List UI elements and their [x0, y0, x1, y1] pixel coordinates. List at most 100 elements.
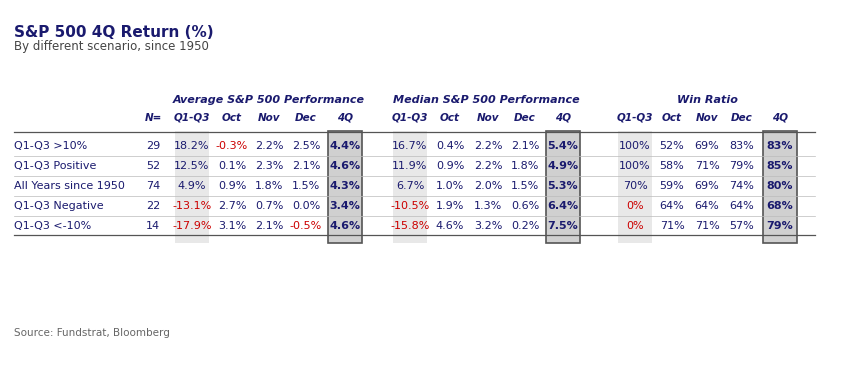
Text: Dec: Dec	[731, 113, 753, 123]
Text: 4Q: 4Q	[772, 113, 788, 123]
Text: 85%: 85%	[766, 161, 793, 171]
Bar	[393, 131, 427, 243]
Text: 1.8%: 1.8%	[511, 161, 539, 171]
Text: 57%: 57%	[730, 221, 754, 231]
Text: 79%: 79%	[766, 221, 793, 231]
Text: 18.2%: 18.2%	[174, 141, 210, 151]
Text: 2.1%: 2.1%	[255, 221, 284, 231]
Text: 2.2%: 2.2%	[473, 161, 502, 171]
Text: 100%: 100%	[619, 141, 651, 151]
Text: 58%: 58%	[660, 161, 684, 171]
Text: All Years since 1950: All Years since 1950	[14, 181, 125, 191]
Bar	[763, 131, 797, 243]
Text: 6.7%: 6.7%	[396, 181, 424, 191]
Text: 0.0%: 0.0%	[292, 201, 320, 211]
Text: S&P 500 4Q Return (%): S&P 500 4Q Return (%)	[14, 25, 213, 40]
Text: Win Ratio: Win Ratio	[677, 95, 738, 105]
Text: 100%: 100%	[619, 161, 651, 171]
Text: Q1-Q3: Q1-Q3	[392, 113, 428, 123]
Text: 69%: 69%	[694, 141, 720, 151]
Text: 1.9%: 1.9%	[436, 201, 464, 211]
Text: Median S&P 500 Performance: Median S&P 500 Performance	[394, 95, 580, 105]
Text: -17.9%: -17.9%	[173, 221, 212, 231]
Text: 74%: 74%	[729, 181, 754, 191]
Text: Q1-Q3: Q1-Q3	[173, 113, 211, 123]
Text: 4.6%: 4.6%	[329, 221, 361, 231]
Bar	[328, 131, 362, 243]
Text: 0%: 0%	[626, 221, 644, 231]
Text: 71%: 71%	[660, 221, 684, 231]
Text: 0.7%: 0.7%	[255, 201, 284, 211]
Text: 12.5%: 12.5%	[174, 161, 210, 171]
Text: 71%: 71%	[694, 161, 720, 171]
Text: Q1-Q3 >10%: Q1-Q3 >10%	[14, 141, 88, 151]
Text: 2.0%: 2.0%	[473, 181, 502, 191]
Text: 4Q: 4Q	[337, 113, 353, 123]
Text: 3.2%: 3.2%	[473, 221, 502, 231]
Text: 1.3%: 1.3%	[474, 201, 502, 211]
Text: 4.3%: 4.3%	[329, 181, 361, 191]
Text: 2.5%: 2.5%	[292, 141, 320, 151]
Text: 71%: 71%	[694, 221, 720, 231]
Text: 70%: 70%	[623, 181, 648, 191]
Text: N=: N=	[144, 113, 161, 123]
Text: 69%: 69%	[694, 181, 720, 191]
Bar	[618, 131, 652, 243]
Text: By different scenario, since 1950: By different scenario, since 1950	[14, 40, 209, 53]
Text: 7.5%: 7.5%	[548, 221, 578, 231]
Text: Nov: Nov	[695, 113, 718, 123]
Text: 0%: 0%	[626, 201, 644, 211]
Text: 4.6%: 4.6%	[436, 221, 464, 231]
Text: 68%: 68%	[766, 201, 793, 211]
Text: 79%: 79%	[729, 161, 754, 171]
Text: 64%: 64%	[660, 201, 684, 211]
Text: 2.1%: 2.1%	[292, 161, 320, 171]
Text: 52: 52	[146, 161, 160, 171]
Text: 0.6%: 0.6%	[511, 201, 539, 211]
Text: 80%: 80%	[766, 181, 793, 191]
Text: -15.8%: -15.8%	[390, 221, 430, 231]
Text: -0.3%: -0.3%	[216, 141, 248, 151]
Text: 14: 14	[146, 221, 160, 231]
Text: Oct: Oct	[440, 113, 460, 123]
Text: 0.1%: 0.1%	[218, 161, 246, 171]
Text: 83%: 83%	[730, 141, 754, 151]
Text: Oct: Oct	[662, 113, 682, 123]
Text: Nov: Nov	[257, 113, 280, 123]
Text: 2.2%: 2.2%	[473, 141, 502, 151]
Text: 74: 74	[146, 181, 160, 191]
Text: 0.9%: 0.9%	[218, 181, 246, 191]
Text: 11.9%: 11.9%	[392, 161, 427, 171]
Text: Dec: Dec	[295, 113, 316, 123]
Text: 59%: 59%	[660, 181, 684, 191]
Text: 1.5%: 1.5%	[292, 181, 320, 191]
Text: 1.8%: 1.8%	[255, 181, 284, 191]
Text: 64%: 64%	[694, 201, 720, 211]
Text: 6.4%: 6.4%	[547, 201, 578, 211]
Text: 83%: 83%	[766, 141, 793, 151]
Text: -13.1%: -13.1%	[173, 201, 212, 211]
Text: 2.3%: 2.3%	[255, 161, 284, 171]
Text: 16.7%: 16.7%	[392, 141, 427, 151]
Bar	[175, 131, 209, 243]
Text: 4Q: 4Q	[555, 113, 571, 123]
Text: 1.0%: 1.0%	[436, 181, 464, 191]
Text: 64%: 64%	[730, 201, 754, 211]
Text: 0.2%: 0.2%	[511, 221, 539, 231]
Text: Q1-Q3 Positive: Q1-Q3 Positive	[14, 161, 96, 171]
Text: 4.6%: 4.6%	[329, 161, 361, 171]
Text: 2.1%: 2.1%	[511, 141, 539, 151]
Text: 0.4%: 0.4%	[436, 141, 464, 151]
Text: 4.4%: 4.4%	[329, 141, 361, 151]
Text: -0.5%: -0.5%	[290, 221, 323, 231]
Text: 5.4%: 5.4%	[548, 141, 578, 151]
Text: Average S&P 500 Performance: Average S&P 500 Performance	[173, 95, 364, 105]
Text: 52%: 52%	[660, 141, 684, 151]
Text: 5.3%: 5.3%	[548, 181, 578, 191]
Text: Q1-Q3 <-10%: Q1-Q3 <-10%	[14, 221, 91, 231]
Text: Source: Fundstrat, Bloomberg: Source: Fundstrat, Bloomberg	[14, 328, 170, 338]
Text: 2.2%: 2.2%	[255, 141, 284, 151]
Text: Q1-Q3: Q1-Q3	[616, 113, 653, 123]
Text: Nov: Nov	[477, 113, 499, 123]
Text: Oct: Oct	[222, 113, 242, 123]
